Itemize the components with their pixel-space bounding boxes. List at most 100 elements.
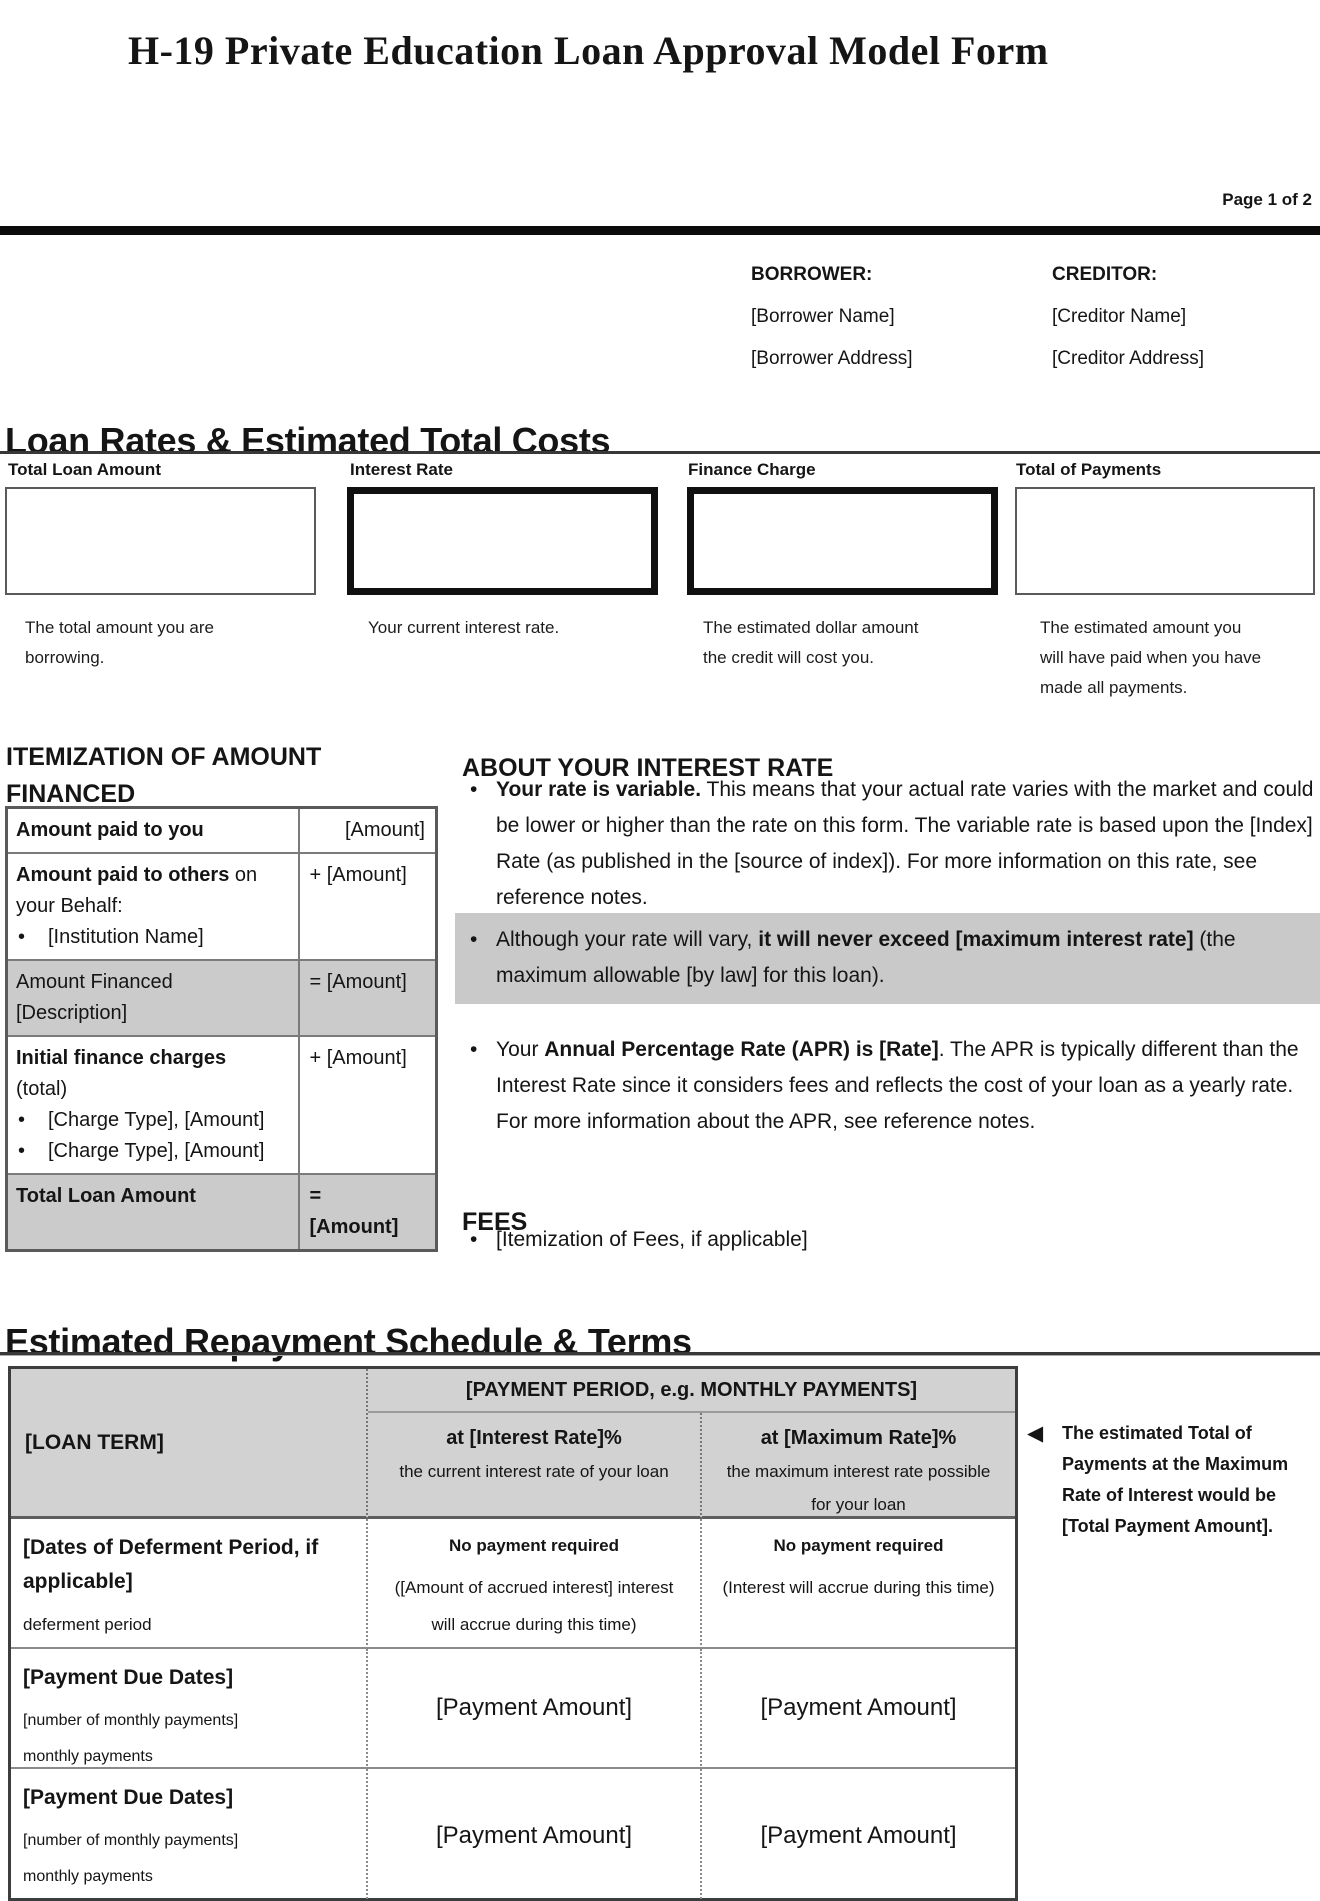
finance-charge-caption: The estimated dollar amount the credit w… [703, 618, 919, 667]
row-bullet: [Institution Name] [48, 926, 204, 948]
creditor-label: CREDITOR: [1052, 264, 1158, 285]
payment-amount-max: [Payment Amount] [760, 1822, 957, 1849]
finance-charge-box [687, 487, 998, 595]
row-value: [Amount] [297, 806, 438, 854]
column-subtitle: the maximum interest rate possible for y… [726, 1462, 991, 1514]
interest-rate-box [347, 487, 658, 595]
body-text: . The APR is typically different than th… [496, 1038, 1299, 1133]
total-loan-amount-caption: The total amount you are borrowing. [25, 618, 215, 667]
payment-row-term-cell: [Payment Due Dates] [number of monthly p… [11, 1769, 368, 1901]
payment-due-dates: [Payment Due Dates] [23, 1666, 234, 1689]
bullet-icon: • [470, 1038, 478, 1061]
apr-bullet: • Your Annual Percentage Rate (APR) is [R… [470, 1032, 1320, 1140]
row-label: Total Loan Amount [16, 1185, 196, 1207]
row-bullet: [Charge Type], [Amount] [48, 1140, 265, 1162]
itemization-row-total: Total Loan Amount = [Amount] [5, 1173, 438, 1252]
section-repayment-heading: Estimated Repayment Schedule & Terms [5, 1320, 692, 1362]
current-rate-column-header: at [Interest Rate]% the current interest… [368, 1413, 702, 1519]
creditor-name: [Creditor Name] [1052, 306, 1187, 327]
itemization-row-initial-charges: Initial finance charges (total) • [Charge… [5, 1035, 438, 1175]
accrual-note: ([Amount of accrued interest] interest w… [394, 1578, 674, 1634]
deferment-term-cell: [Dates of Deferment Period, if applicabl… [11, 1519, 368, 1649]
interest-rate-label: Interest Rate [350, 460, 453, 479]
page-number: Page 1 of 2 [1222, 190, 1312, 209]
bullet-icon: • [470, 778, 478, 801]
column-title: at [Maximum Rate]% [760, 1427, 957, 1449]
body-text: Although your rate will vary, [496, 928, 759, 951]
row-label: Amount paid to others [16, 864, 230, 886]
repayment-table: [LOAN TERM] [PAYMENT PERIOD, e.g. MONTHL… [8, 1366, 1018, 1901]
max-rate-column-header: at [Maximum Rate]% the maximum interest … [702, 1413, 1015, 1519]
column-title: at [Interest Rate]% [446, 1427, 622, 1449]
row-label: Amount paid to you [16, 819, 204, 841]
row-bullet: [Charge Type], [Amount] [48, 1109, 265, 1131]
deferment-dates: [Dates of Deferment Period, if applicabl… [23, 1536, 319, 1593]
payment-period-header: [PAYMENT PERIOD, e.g. MONTHLY PAYMENTS] [368, 1369, 1015, 1413]
page-title: H-19 Private Education Loan Approval Mod… [128, 27, 1049, 73]
payment-frequency: monthly payments [23, 1868, 153, 1885]
row-label: Amount Financed [16, 971, 173, 993]
body-text: [Itemization of Fees, if applicable] [496, 1228, 808, 1251]
bullet-icon: • [470, 1228, 478, 1251]
rate-variable-bullet: • Your rate is variable. This means that … [470, 772, 1320, 916]
about-interest-rate-heading: ABOUT YOUR INTEREST RATE [462, 754, 834, 782]
creditor-block: CREDITOR: [Creditor Name] [Creditor Addr… [1052, 254, 1204, 380]
no-payment-required: No payment required [773, 1536, 944, 1555]
body-text: Your [496, 1038, 545, 1061]
total-of-payments-caption: The estimated amount you will have paid … [1040, 618, 1262, 697]
bullet-icon: • [18, 926, 26, 948]
body-text: This means that your actual rate varies … [496, 778, 1314, 909]
payment-amount-current: [Payment Amount] [368, 1649, 702, 1769]
no-payment-required: No payment required [448, 1536, 620, 1555]
row-value-amount: [Amount] [309, 1216, 399, 1238]
deferment-current-cell: No payment required ([Amount of accrued … [368, 1519, 702, 1649]
total-loan-amount-box [5, 487, 316, 595]
bullet-icon: • [18, 1140, 26, 1162]
finance-charge-label: Finance Charge [688, 460, 816, 479]
payment-row-term-cell: [Payment Due Dates] [number of monthly p… [11, 1649, 368, 1769]
payment-amount-current: [Payment Amount] [368, 1769, 702, 1901]
row-label-line2: [Description] [16, 1002, 128, 1024]
loan-term-cell: [LOAN TERM] [11, 1369, 368, 1519]
fees-bullet: • [Itemization of Fees, if applicable] [470, 1222, 1320, 1258]
deferment-label: deferment period [23, 1615, 152, 1634]
itemization-row-amount-financed: Amount Financed [Description] = [Amount] [5, 959, 438, 1037]
total-loan-amount-label: Total Loan Amount [8, 460, 161, 479]
itemization-row-paid-to-others: Amount paid to others on your Behalf: • [… [5, 852, 438, 961]
left-arrow-icon: ◀ [1027, 1422, 1044, 1445]
total-of-payments-label: Total of Payments [1016, 460, 1162, 479]
bullet-icon: • [470, 928, 478, 951]
deferment-max-cell: No payment required (Interest will accru… [702, 1519, 1015, 1649]
borrower-name: [Borrower Name] [751, 306, 895, 327]
itemization-table: Amount paid to you [Amount] Amount paid … [5, 806, 438, 1252]
row-value: + [Amount] [297, 852, 438, 961]
section-rule [0, 1352, 1320, 1356]
itemization-row-paid-to-you: Amount paid to you [Amount] [5, 806, 438, 854]
row-label-tail: (total) [16, 1078, 68, 1100]
row-value: + [Amount] [297, 1035, 438, 1175]
fees-heading: FEES [462, 1208, 528, 1236]
total-payments-annotation: The estimated Total of Payments at the M… [1062, 1423, 1289, 1536]
section-rule [0, 451, 1320, 454]
row-label-tail: on your Behalf: [16, 864, 258, 917]
payment-due-dates: [Payment Due Dates] [23, 1786, 234, 1809]
creditor-address: [Creditor Address] [1052, 348, 1205, 369]
payment-amount-max: [Payment Amount] [702, 1649, 1015, 1769]
borrower-label: BORROWER: [751, 264, 873, 285]
bold-text: Annual Percentage Rate (APR) is [Rate] [544, 1038, 939, 1061]
bold-text: it will never exceed [maximum interest r… [758, 928, 1194, 951]
column-subtitle: the current interest rate of your loan [399, 1462, 669, 1481]
borrower-block: BORROWER: [Borrower Name] [Borrower Addr… [751, 254, 913, 380]
itemization-heading: ITEMIZATION OF AMOUNT FINANCED [6, 743, 322, 808]
accrual-note: (Interest will accrue during this time) [722, 1578, 995, 1597]
payment-frequency: monthly payments [23, 1748, 153, 1765]
borrower-address: [Borrower Address] [751, 348, 913, 369]
row-value: = [Amount] [297, 959, 438, 1037]
bold-text: Your rate is variable. [496, 778, 702, 801]
bullet-icon: • [18, 1109, 26, 1131]
row-value-operator: = [309, 1185, 322, 1207]
body-text: (the maximum allowable [by law] for this… [496, 928, 1236, 987]
section-loan-rates-heading: Loan Rates & Estimated Total Costs [5, 419, 611, 461]
top-rule [0, 226, 1320, 235]
